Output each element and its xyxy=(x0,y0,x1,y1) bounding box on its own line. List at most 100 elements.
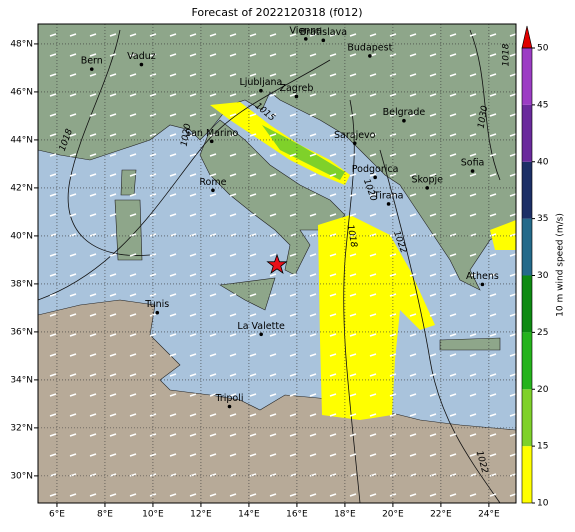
wind-barb xyxy=(309,433,317,437)
wind-barb xyxy=(109,173,117,177)
wind-barb xyxy=(109,93,117,97)
isobar-label: 1020 xyxy=(180,123,194,148)
wind-barb xyxy=(409,153,417,157)
wind-barb xyxy=(369,393,377,397)
y-tick-label: 30°N xyxy=(10,471,33,481)
wind-barb xyxy=(329,113,337,117)
wind-barb xyxy=(49,393,57,397)
city-marker xyxy=(211,188,215,193)
wind-barb xyxy=(249,253,257,257)
wind-barb xyxy=(309,93,317,97)
wind-barb xyxy=(89,193,97,197)
wind-barb xyxy=(309,353,317,357)
wind-barb xyxy=(469,393,477,397)
wind-barb xyxy=(269,33,277,37)
city-label: Bern xyxy=(81,56,103,67)
isobar-label: 1018 xyxy=(345,224,359,249)
wind-barb xyxy=(209,273,217,277)
wind-barb xyxy=(89,113,97,117)
location-marker xyxy=(266,253,288,274)
wind-barb xyxy=(309,173,317,177)
wind-area xyxy=(262,125,345,180)
wind-barb xyxy=(409,133,417,137)
wind-barb xyxy=(349,273,357,277)
wind-barb xyxy=(489,73,497,77)
colorbar-segment xyxy=(522,218,532,276)
wind-barb xyxy=(149,33,157,37)
wind-barb xyxy=(509,173,516,177)
colorbar-segment xyxy=(522,104,532,162)
colorbar-segment xyxy=(522,389,532,447)
wind-barb xyxy=(469,73,477,77)
wind-barb xyxy=(249,153,257,157)
y-tick-label: 32°N xyxy=(10,423,33,433)
wind-barb xyxy=(429,353,437,357)
wind-barb xyxy=(89,393,97,397)
wind-barb xyxy=(509,293,516,297)
wind-barb xyxy=(489,33,497,37)
wind-barb xyxy=(169,193,177,197)
wind-barb xyxy=(69,433,77,437)
wind-barb xyxy=(469,293,477,297)
city-marker xyxy=(368,54,372,58)
city-label: Tunis xyxy=(144,299,169,310)
wind-barb xyxy=(309,413,317,417)
wind-barb xyxy=(229,353,237,357)
wind-barb xyxy=(229,133,237,137)
wind-barb xyxy=(389,33,397,37)
wind-barb xyxy=(109,33,117,37)
wind-barb xyxy=(349,53,357,57)
wind-barb xyxy=(169,493,177,497)
wind-barb xyxy=(169,173,177,177)
wind-barb xyxy=(209,433,217,437)
wind-barb xyxy=(449,153,457,157)
wind-barb xyxy=(249,293,257,297)
wind-barb xyxy=(409,413,417,417)
wind-barb xyxy=(489,493,497,497)
wind-barb xyxy=(349,493,357,497)
wind-barb xyxy=(229,93,237,97)
city-marker xyxy=(259,88,263,93)
wind-barb xyxy=(349,453,357,457)
wind-barb xyxy=(349,313,357,317)
wind-barb xyxy=(349,213,357,217)
wind-barb xyxy=(209,153,217,157)
wind-barb xyxy=(429,73,437,77)
wind-barb xyxy=(449,113,457,117)
wind-barb xyxy=(89,253,97,257)
wind-barb xyxy=(229,33,237,37)
wind-barb xyxy=(329,173,337,177)
wind-barb xyxy=(409,373,417,377)
x-tick-label: 18°E xyxy=(334,510,356,520)
wind-barb xyxy=(189,413,197,417)
wind-barb xyxy=(409,113,417,117)
wind-barb xyxy=(269,253,277,257)
wind-barb xyxy=(369,93,377,97)
wind-barb xyxy=(429,393,437,397)
wind-barb xyxy=(69,33,77,37)
wind-barb xyxy=(89,73,97,77)
wind-barb xyxy=(149,153,157,157)
wind-barb xyxy=(449,73,457,77)
y-tick-label: 44°N xyxy=(10,135,33,145)
wind-barb xyxy=(369,433,377,437)
wind-barb xyxy=(69,193,77,197)
wind-barb xyxy=(289,73,297,77)
wind-barb xyxy=(69,253,77,257)
wind-barb xyxy=(49,353,57,357)
wind-barb xyxy=(429,273,437,277)
wind-barb xyxy=(89,473,97,477)
wind-barb xyxy=(129,413,137,417)
wind-barb xyxy=(369,273,377,277)
wind-barb xyxy=(369,253,377,257)
wind-barb xyxy=(349,173,357,177)
colorbar-label: 10 m wind speed (m/s) xyxy=(556,213,566,317)
wind-barb xyxy=(69,333,77,337)
wind-barb xyxy=(349,133,357,137)
wind-barb xyxy=(89,233,97,237)
wind-barb xyxy=(189,393,197,397)
wind-barb xyxy=(369,153,377,157)
wind-barb xyxy=(489,133,497,137)
wind-barb xyxy=(269,273,277,277)
